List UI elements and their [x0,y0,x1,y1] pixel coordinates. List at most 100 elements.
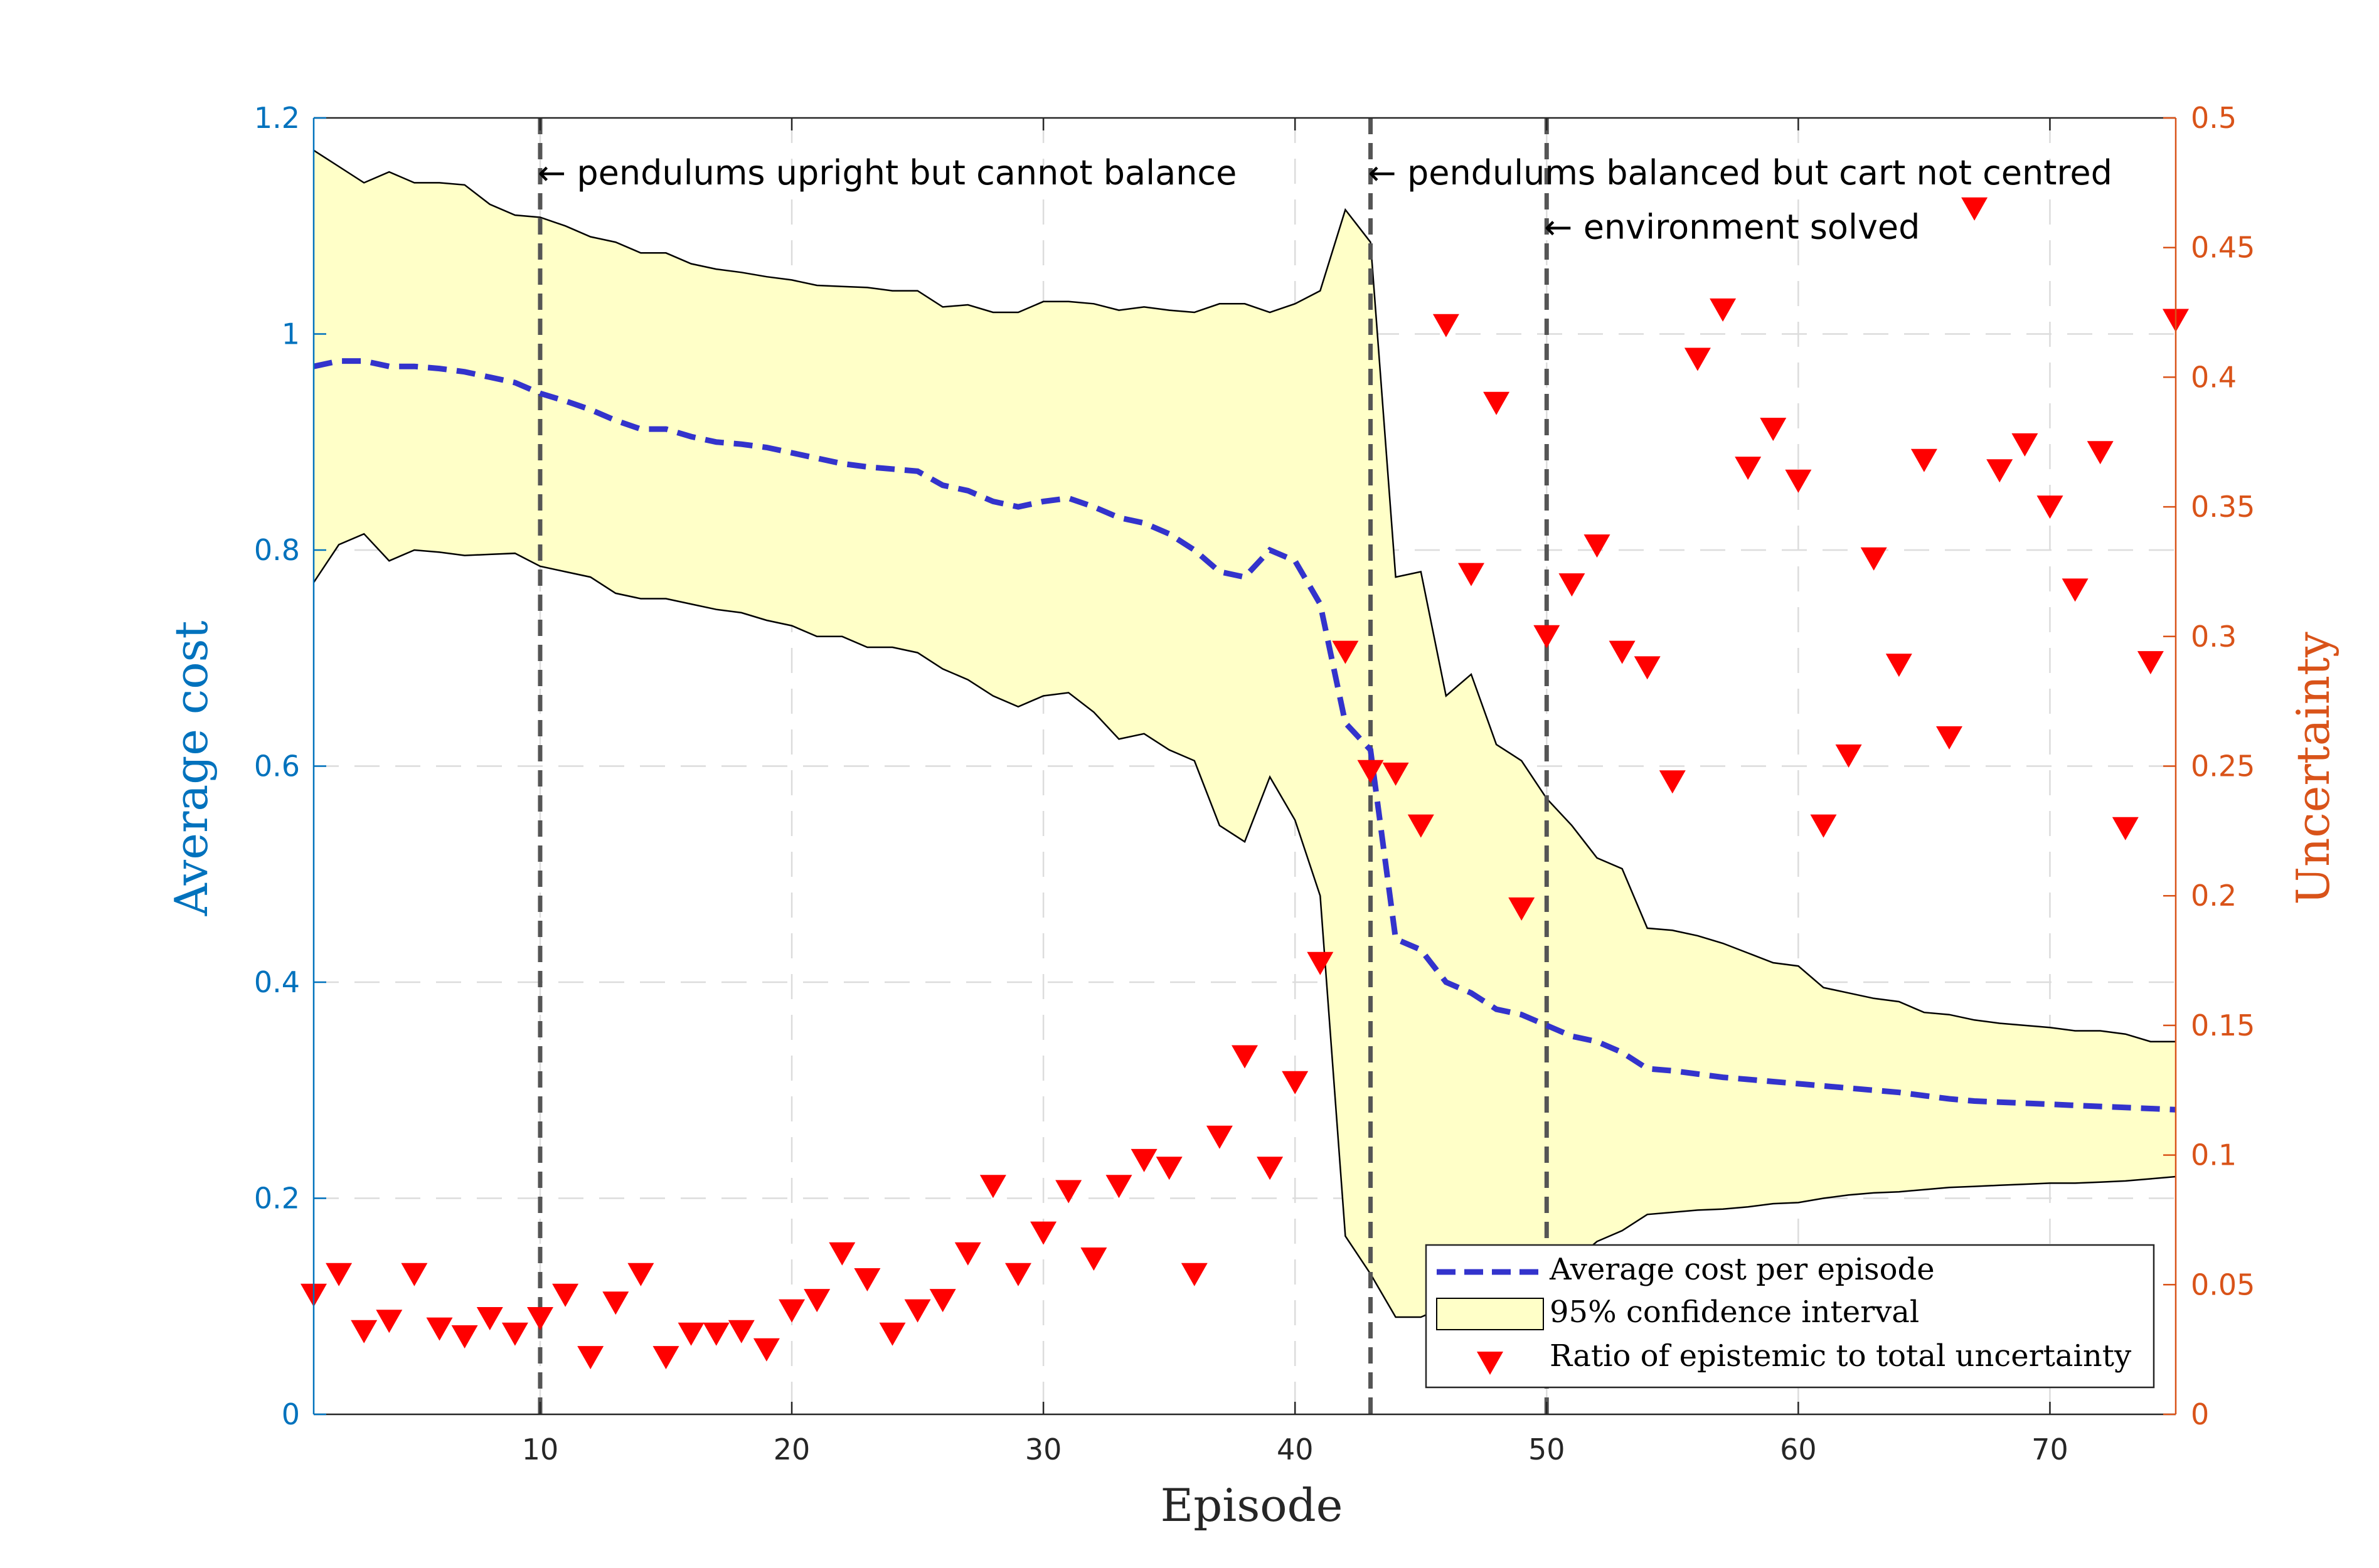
event-annotation: ← pendulums balanced but cart not centre… [1368,153,2112,193]
mean-line-layer [313,358,2176,1113]
uncertainty-marker [1382,762,1409,786]
uncertainty-marker [1684,347,1711,371]
x-tick-label: 10 [522,1433,559,1466]
uncertainty-marker [1080,1248,1107,1271]
uncertainty-marker [1583,534,1610,558]
legend: Average cost per episode 95% confidence … [1425,1244,2155,1389]
y-tick-label-right: 0.2 [2191,879,2237,913]
uncertainty-marker [1257,1157,1284,1180]
uncertainty-marker [1332,640,1359,664]
uncertainty-markers-layer [301,197,2189,1370]
x-tick-label: 30 [1025,1433,1062,1466]
uncertainty-marker [1810,814,1837,838]
uncertainty-marker [1508,897,1535,921]
uncertainty-marker [451,1325,478,1348]
confidence-band-lower-edge [312,532,2176,1318]
uncertainty-marker [1131,1148,1158,1172]
uncertainty-marker [1307,951,1334,975]
uncertainty-marker [1634,656,1661,680]
confidence-band-layer [312,149,2176,1318]
uncertainty-marker [2112,817,2139,840]
uncertainty-marker [1055,1180,1082,1204]
x-axis-label: Episode [1161,1479,1343,1532]
confidence-band-upper-edge [313,149,2176,1042]
uncertainty-marker [728,1320,755,1343]
legend-label-band: 95% confidence interval [1550,1295,1919,1330]
uncertainty-marker [1156,1157,1183,1180]
y-axis-label-right: Uncertainty [2287,632,2339,905]
uncertainty-marker [476,1307,503,1330]
uncertainty-marker [2087,441,2114,465]
uncertainty-marker [1986,459,2013,483]
uncertainty-marker [351,1320,378,1343]
y-tick-label-right: 0.4 [2191,360,2237,394]
y-tick-label-left: 1 [282,317,300,351]
y-tick-label-left: 0.2 [254,1182,300,1216]
uncertainty-marker [2137,651,2164,675]
y-tick-label-right: 0.45 [2191,231,2255,265]
x-tick-label: 60 [1780,1433,1817,1466]
legend-label-mean: Average cost per episode [1549,1252,1935,1287]
y-tick-label-right: 0.25 [2191,750,2255,783]
uncertainty-marker [401,1263,428,1286]
event-annotation: ← pendulums upright but cannot balance [538,153,1237,193]
mean-cost-line [313,358,2176,1113]
uncertainty-marker [652,1346,679,1370]
uncertainty-marker [804,1289,831,1313]
x-tick-label: 20 [774,1433,811,1466]
uncertainty-marker [1785,469,1812,493]
x-tick-label: 40 [1277,1433,1314,1466]
y-tick-label-right: 0.3 [2191,620,2237,654]
uncertainty-marker [426,1317,453,1341]
uncertainty-marker [2036,495,2063,519]
axes-layer: 10 20 30 40 50 60 70 0 0.2 0.4 0.6 0.8 1 1.2 0 0.05 0.1 0… [254,101,2255,1466]
uncertainty-marker [2062,578,2089,602]
y-tick-label-left: 0.6 [254,750,300,783]
uncertainty-marker [602,1291,629,1315]
y-tick-label-right: 0.05 [2191,1268,2255,1301]
uncertainty-marker [779,1299,806,1323]
uncertainty-marker [501,1322,528,1346]
uncertainty-marker [753,1338,780,1362]
legend-swatch-band [1436,1298,1544,1330]
uncertainty-marker [1005,1263,1031,1286]
uncertainty-marker [678,1322,705,1346]
y-tick-label-right: 0.15 [2191,1009,2255,1042]
uncertainty-marker [1357,760,1384,783]
uncertainty-marker [1760,418,1787,442]
uncertainty-marker [1609,640,1636,664]
y-tick-label-right: 0.35 [2191,490,2255,524]
legend-label-marker: Ratio of epistemic to total uncertainty [1550,1338,2131,1374]
uncertainty-marker [854,1268,881,1291]
uncertainty-marker [1659,770,1686,794]
uncertainty-marker [1533,625,1560,649]
y-tick-label-left: 1.2 [254,101,300,135]
uncertainty-marker [1105,1175,1132,1199]
uncertainty-marker [1885,654,1912,677]
y-axis-label-left: Average cost [165,621,218,917]
uncertainty-marker [326,1263,353,1286]
uncertainty-marker [904,1299,931,1323]
uncertainty-marker [1232,1045,1258,1069]
uncertainty-marker [1835,744,1862,768]
uncertainty-marker [1206,1125,1233,1149]
uncertainty-marker [1961,197,1988,221]
uncertainty-marker [1407,814,1434,838]
uncertainty-marker [577,1346,604,1370]
uncertainty-marker [1558,573,1585,597]
uncertainty-marker [1030,1221,1057,1245]
legend-swatch-marker [1477,1352,1503,1375]
uncertainty-marker [879,1322,906,1346]
uncertainty-marker [1483,391,1510,415]
y-tick-label-right: 0.1 [2191,1138,2237,1172]
x-tick-label: 70 [2031,1433,2068,1466]
y-tick-label-right: 0.5 [2191,101,2237,135]
legend-box [1425,1244,2155,1389]
uncertainty-marker [703,1322,730,1346]
uncertainty-marker [552,1283,579,1307]
uncertainty-marker [1860,547,1887,571]
event-lines-layer [538,118,1549,1414]
uncertainty-marker [1910,448,1937,472]
uncertainty-marker [376,1310,403,1333]
